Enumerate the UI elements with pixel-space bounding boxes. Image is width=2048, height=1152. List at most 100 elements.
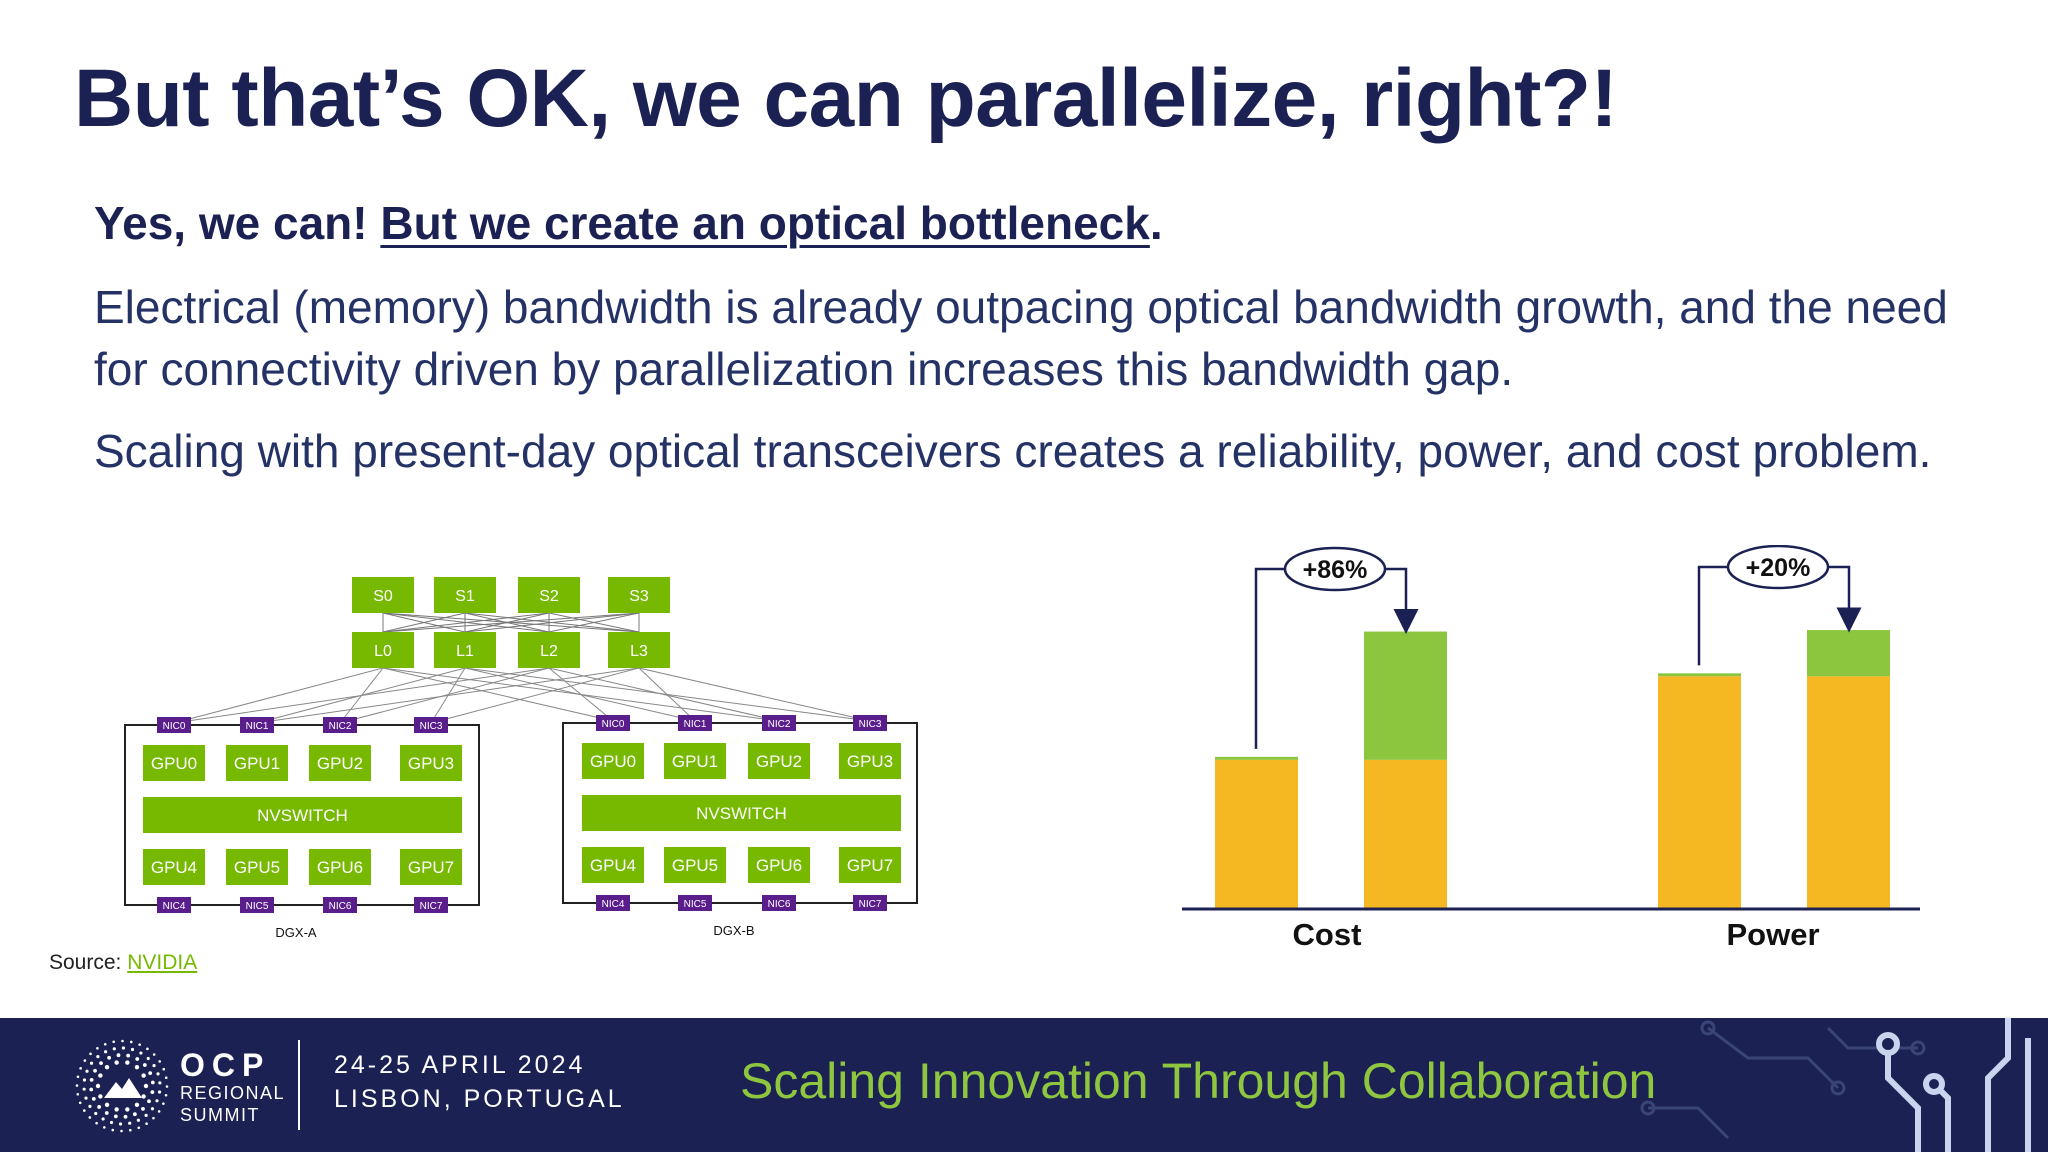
- logo-dot: [147, 1099, 151, 1104]
- nic-bottom: [762, 895, 796, 911]
- logo-dot: [101, 1117, 105, 1121]
- logo-dot: [83, 1059, 87, 1062]
- logo-dot: [103, 1042, 107, 1046]
- logo-dot: [83, 1109, 86, 1112]
- logo-dot: [150, 1107, 155, 1111]
- gpu-top: [748, 743, 810, 779]
- logo-dot: [104, 1111, 109, 1115]
- gpu-bottom: [400, 849, 462, 885]
- logo-dot: [89, 1061, 94, 1065]
- nic-top: [853, 715, 887, 731]
- footer-banner: OCP REGIONAL SUMMIT 24-25 APRIL 2024 LIS…: [0, 1018, 2048, 1152]
- gpu-label: GPU6: [317, 858, 363, 877]
- nic-top: [762, 715, 796, 731]
- logo-dot: [144, 1113, 148, 1117]
- category-label-power: Power: [1726, 917, 1819, 952]
- logo-dot: [162, 1102, 165, 1105]
- logo-summit: SUMMIT: [180, 1105, 260, 1125]
- logo-dot: [93, 1068, 97, 1073]
- nic-label: NIC2: [329, 721, 352, 732]
- spine-switch-s3: [608, 577, 670, 613]
- gpu-label: GPU3: [408, 754, 454, 773]
- leaf-nic-link: [173, 667, 384, 724]
- source-link[interactable]: NVIDIA: [127, 951, 198, 974]
- source-note: Source: NVIDIA: [49, 951, 197, 975]
- spine-label: S0: [373, 588, 393, 605]
- leaf-nic-link: [382, 667, 614, 722]
- nic-label: NIC4: [163, 901, 186, 912]
- logo-dot: [95, 1083, 101, 1089]
- logo-ocp: OCP: [180, 1047, 271, 1083]
- nic-bottom: [853, 895, 887, 911]
- logo-dot: [150, 1080, 155, 1085]
- nic-label: NIC1: [684, 719, 707, 730]
- logo-dot: [158, 1060, 161, 1063]
- leaf-switch-l2: [518, 632, 580, 668]
- logo-dot: [103, 1126, 106, 1129]
- logo-dot: [116, 1053, 121, 1058]
- logo-dot: [165, 1085, 169, 1088]
- circuit-decoration: [1640, 1018, 2031, 1152]
- logo-dot: [89, 1087, 94, 1092]
- paragraph-bandwidth: Electrical (memory) bandwidth is already…: [94, 281, 1948, 395]
- nvswitch: [143, 797, 462, 833]
- chart-bars: [1215, 630, 1890, 909]
- logo-dot: [156, 1072, 160, 1076]
- annotation-bubble-cost: [1283, 546, 1387, 592]
- source-label: Source:: [49, 951, 128, 974]
- logo-dot: [134, 1065, 140, 1070]
- logo-dot: [114, 1060, 119, 1065]
- logo-dot: [85, 1069, 89, 1073]
- logo-dot: [98, 1073, 103, 1078]
- logo-dot: [164, 1076, 168, 1080]
- gpu-label: GPU5: [672, 856, 718, 875]
- bar-power-base-3: [1807, 676, 1890, 909]
- logo-dot: [89, 1052, 92, 1056]
- gpu-label: GPU4: [590, 856, 636, 875]
- bar-cost-extra-0: [1215, 756, 1298, 760]
- nic-label: NIC3: [859, 719, 882, 730]
- nic-bottom: [157, 897, 191, 913]
- leaf-nic-link: [548, 667, 614, 722]
- logo-dot: [97, 1105, 102, 1109]
- logo-dot: [88, 1116, 92, 1119]
- nic-label: NIC2: [768, 719, 791, 730]
- leaf-switch-l1: [434, 632, 496, 668]
- nic-label: NIC3: [420, 721, 443, 732]
- logo-dot: [138, 1043, 141, 1046]
- lead-statement: Yes, we can! But we create an optical bo…: [94, 196, 1163, 250]
- logo-dot: [146, 1056, 150, 1061]
- logo-dot: [78, 1101, 82, 1105]
- logo-dot: [84, 1096, 88, 1100]
- footer-divider: [298, 1040, 300, 1130]
- logo-dot: [109, 1120, 114, 1125]
- gpu-top: [309, 745, 371, 781]
- logo-dot: [143, 1083, 149, 1089]
- logo-dot: [141, 1073, 146, 1078]
- logo-dot: [139, 1051, 143, 1055]
- lead-underlined: But we create an optical bottleneck: [380, 197, 1150, 249]
- leaf-nic-link: [548, 667, 780, 722]
- logo-dot: [148, 1071, 153, 1076]
- spine-label: S3: [629, 588, 649, 605]
- annotation-label-power: +20%: [1746, 554, 1811, 582]
- nic-bottom: [414, 897, 448, 913]
- bar-power-extra-2: [1658, 673, 1741, 677]
- leaf-nic-link: [256, 667, 640, 724]
- logo-dot: [125, 1107, 130, 1112]
- logo-dot: [113, 1114, 118, 1119]
- gpu-label: GPU3: [847, 752, 893, 771]
- nic-label: NIC6: [329, 901, 352, 912]
- bar-cost-base-1: [1364, 759, 1447, 909]
- logo-dot: [111, 1128, 115, 1132]
- logo-dot: [157, 1110, 161, 1113]
- bar-power-base-2: [1658, 676, 1741, 909]
- nic-top: [414, 717, 448, 733]
- spine-label: S1: [455, 588, 475, 605]
- leaf-label: L1: [456, 643, 474, 660]
- nic-bottom: [323, 897, 357, 913]
- gpu-bottom: [582, 847, 644, 883]
- logo-dot: [99, 1061, 103, 1066]
- logo-dot: [121, 1046, 126, 1050]
- logo-dot: [107, 1055, 112, 1060]
